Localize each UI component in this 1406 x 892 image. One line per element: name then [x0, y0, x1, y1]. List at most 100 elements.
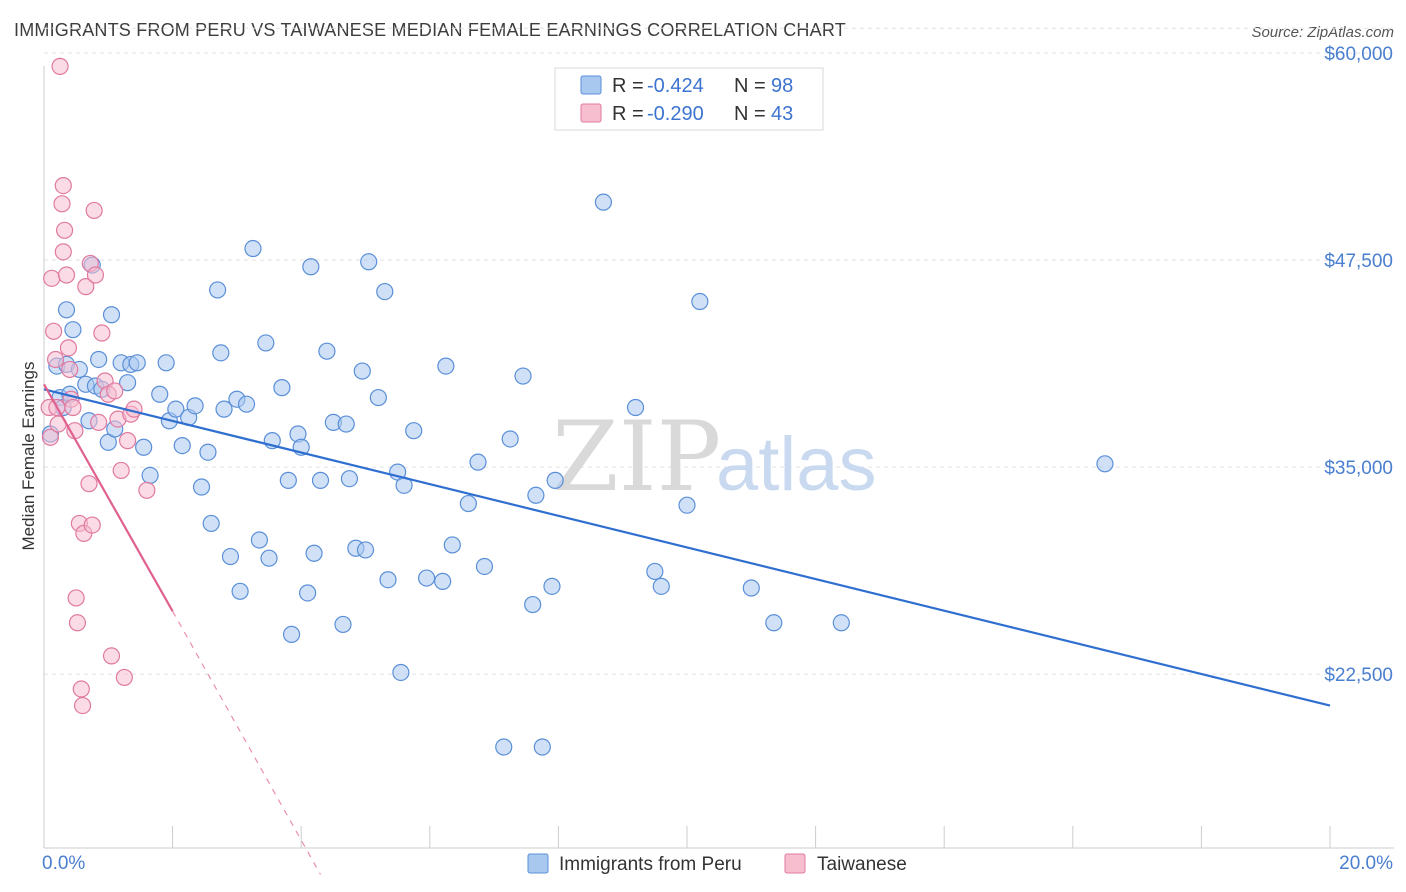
- legend-n-label-peru: N =: [734, 75, 766, 97]
- x-tick-labels: 0.0% 20.0%: [42, 853, 1393, 874]
- data-point-taiwanese: [67, 589, 85, 607]
- data-point-peru: [273, 379, 291, 397]
- points-layer: [40, 57, 1114, 756]
- data-point-peru: [102, 306, 121, 324]
- data-point-taiwanese: [72, 680, 90, 698]
- data-point-peru: [141, 466, 159, 484]
- data-point-taiwanese: [51, 57, 69, 75]
- data-point-taiwanese: [102, 647, 121, 665]
- data-point-taiwanese: [112, 461, 130, 480]
- data-point-peru: [832, 614, 850, 632]
- data-point-peru: [334, 615, 352, 634]
- data-point-taiwanese: [54, 243, 72, 261]
- data-point-taiwanese: [61, 360, 79, 379]
- data-point-peru: [212, 344, 230, 362]
- data-point-peru: [524, 595, 542, 614]
- data-point-peru: [626, 398, 645, 417]
- data-point-peru: [417, 569, 436, 587]
- data-point-peru: [340, 470, 359, 488]
- data-point-taiwanese: [85, 201, 103, 220]
- data-point-peru: [514, 367, 532, 385]
- data-point-peru: [691, 292, 709, 311]
- data-point-peru: [311, 471, 330, 489]
- data-point-peru: [501, 430, 519, 448]
- y-axis-label: Median Female Earnings: [19, 362, 38, 551]
- series-legend-label-peru[interactable]: Immigrants from Peru: [559, 854, 742, 875]
- series-legend-swatch-taiwanese[interactable]: [784, 853, 806, 874]
- legend-swatch-peru: [580, 75, 602, 95]
- legend-n-value-peru: 98: [771, 75, 793, 97]
- data-point-peru: [157, 354, 175, 372]
- data-point-peru: [337, 415, 355, 433]
- watermark-atlas: atlas: [716, 422, 877, 507]
- data-point-peru: [90, 350, 108, 369]
- data-point-peru: [678, 496, 696, 514]
- data-point-peru: [173, 436, 191, 455]
- data-point-taiwanese: [53, 195, 71, 213]
- data-point-peru: [151, 385, 169, 403]
- data-point-taiwanese: [55, 221, 74, 239]
- legend-r-value-taiwanese: -0.290: [647, 103, 704, 125]
- data-point-peru: [459, 494, 477, 513]
- data-point-taiwanese: [115, 668, 133, 687]
- data-point-peru: [215, 400, 233, 418]
- data-point-taiwanese: [73, 696, 92, 715]
- watermark-zip: ZIP: [552, 401, 721, 513]
- data-point-peru: [299, 584, 317, 602]
- legend-r-label-peru: R =: [612, 75, 644, 97]
- data-point-peru: [646, 562, 664, 581]
- data-point-taiwanese: [46, 350, 65, 369]
- axes-layer: [43, 66, 1394, 849]
- data-point-peru: [434, 572, 452, 590]
- data-point-peru: [376, 282, 394, 301]
- x-tick-label: 20.0%: [1339, 853, 1393, 874]
- data-point-peru: [199, 443, 217, 461]
- trendline-taiwanese: [43, 383, 174, 612]
- data-point-peru: [1096, 455, 1114, 473]
- data-point-peru: [360, 253, 378, 271]
- data-point-taiwanese: [41, 428, 60, 446]
- data-point-peru: [192, 478, 211, 496]
- data-point-peru: [221, 547, 240, 566]
- data-point-peru: [186, 397, 204, 415]
- data-point-taiwanese: [93, 324, 111, 342]
- y-tick-label: $47,500: [1324, 251, 1393, 272]
- trendline-taiwanese-extension: [172, 610, 322, 875]
- data-point-peru: [543, 577, 561, 595]
- trend-layer: [43, 383, 1331, 875]
- data-point-taiwanese: [106, 382, 124, 400]
- data-point-taiwanese: [68, 614, 87, 632]
- series-legend-swatch-peru[interactable]: [527, 853, 549, 874]
- data-point-taiwanese: [54, 177, 72, 195]
- data-point-peru: [765, 614, 783, 632]
- data-point-peru: [318, 342, 336, 360]
- data-point-peru: [356, 541, 375, 559]
- data-point-peru: [302, 258, 320, 276]
- data-point-peru: [279, 471, 297, 489]
- data-point-peru: [282, 625, 301, 643]
- data-point-peru: [305, 544, 323, 562]
- data-point-peru: [57, 301, 76, 319]
- series-legend: Immigrants from Peru Taiwanese: [527, 853, 907, 875]
- chart-title: IMMIGRANTS FROM PERU VS TAIWANESE MEDIAN…: [14, 20, 846, 40]
- data-point-peru: [167, 400, 185, 418]
- data-point-peru: [405, 422, 423, 440]
- data-point-peru: [250, 531, 269, 549]
- data-point-taiwanese: [86, 266, 105, 284]
- data-point-taiwanese: [77, 278, 95, 296]
- y-tick-labels: $22,500 $35,000 $47,500 $60,000: [1324, 44, 1393, 686]
- data-point-peru: [652, 577, 670, 595]
- legend-swatch-taiwanese: [580, 103, 602, 123]
- data-point-peru: [546, 471, 564, 489]
- legend-r-label-taiwanese: R =: [612, 103, 644, 125]
- data-point-peru: [202, 514, 220, 533]
- series-legend-label-taiwanese[interactable]: Taiwanese: [817, 854, 907, 875]
- legend-r-value-peru: -0.424: [647, 75, 704, 97]
- data-point-peru: [237, 395, 256, 413]
- data-point-peru: [594, 193, 613, 211]
- data-point-peru: [231, 582, 249, 600]
- data-point-peru: [527, 486, 545, 504]
- data-point-peru: [392, 663, 410, 682]
- data-point-taiwanese: [59, 339, 78, 357]
